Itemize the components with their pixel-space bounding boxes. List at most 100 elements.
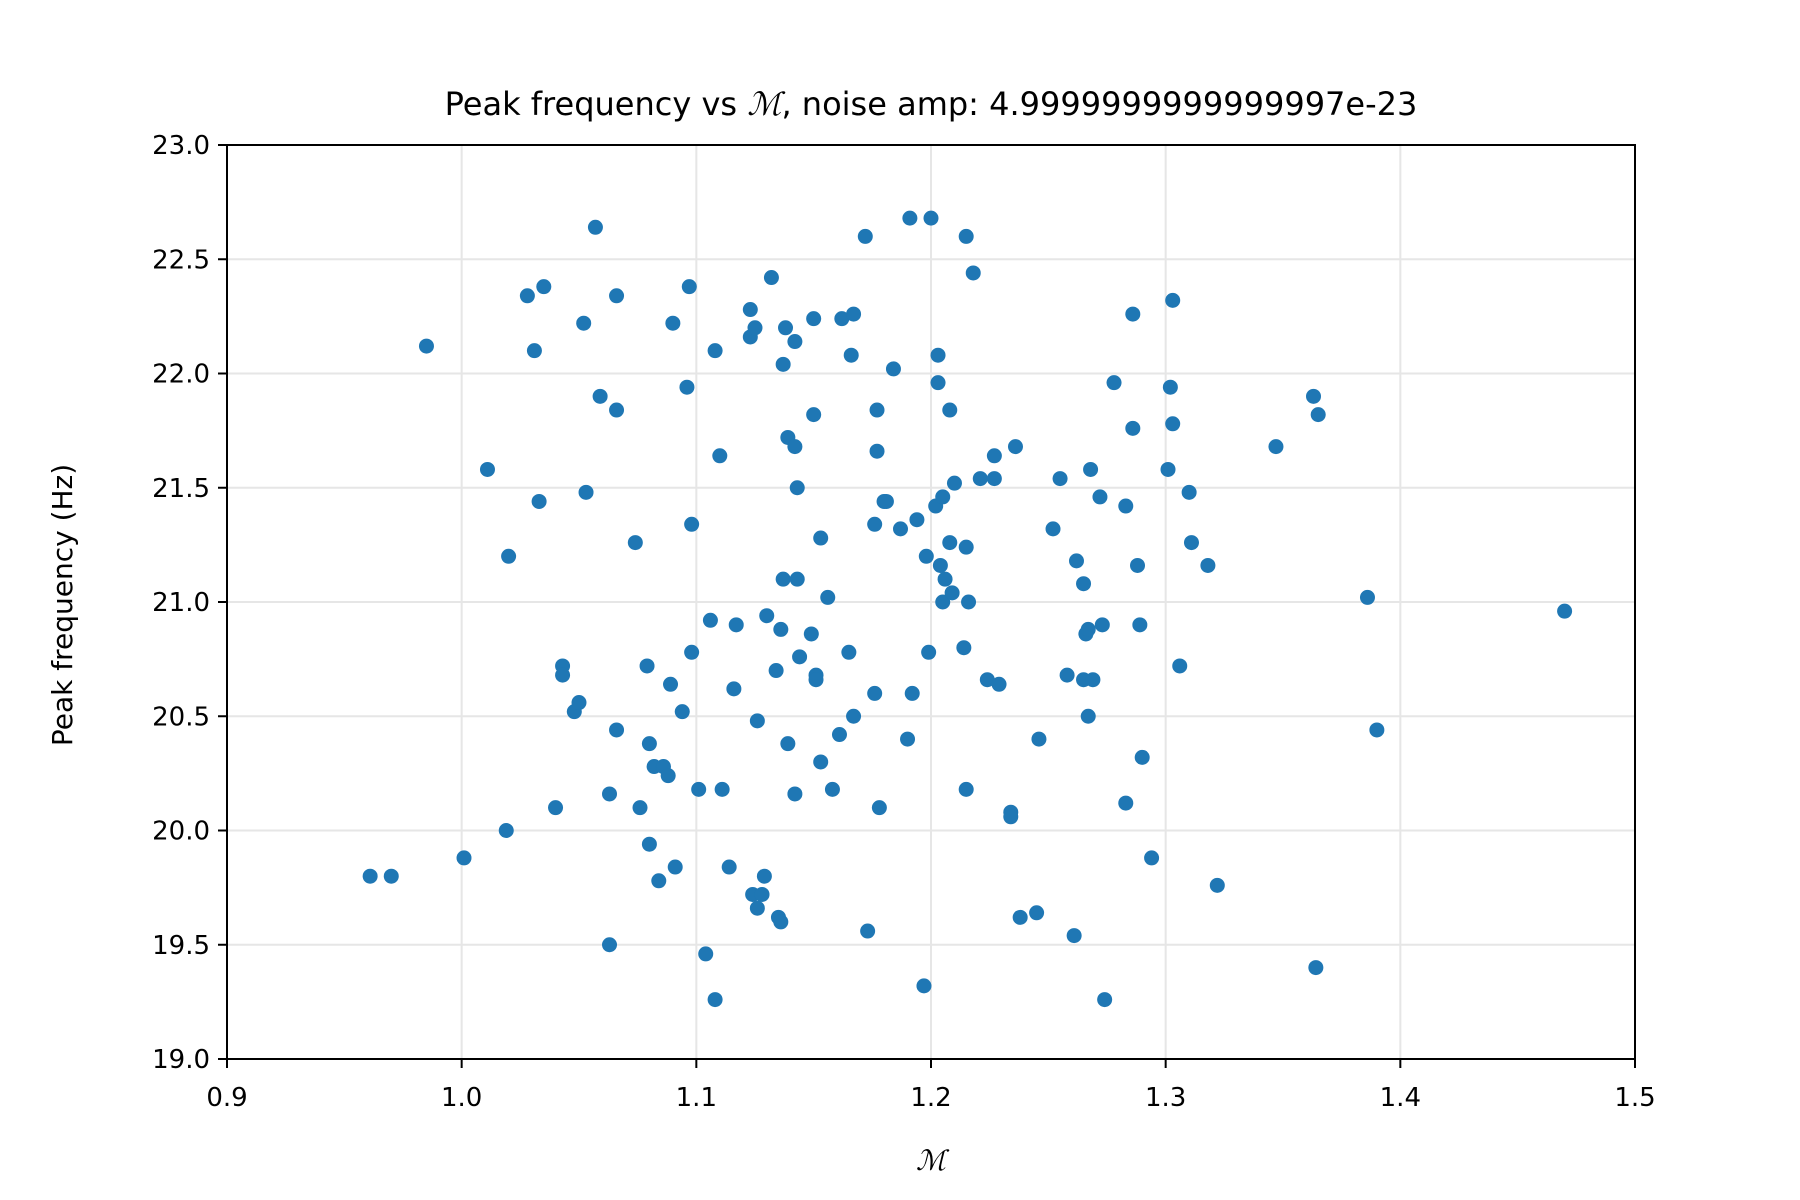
data-point	[1052, 471, 1068, 487]
x-axis-label: ℳ	[916, 1144, 950, 1177]
data-point	[498, 823, 514, 838]
data-point	[681, 279, 697, 295]
data-point	[754, 886, 770, 902]
data-point	[986, 448, 1002, 464]
data-point	[726, 681, 742, 697]
data-point	[1130, 557, 1146, 573]
data-point	[930, 375, 946, 391]
data-point	[787, 786, 803, 802]
chart-title-prefix: Peak frequency vs	[445, 85, 748, 123]
y-tick-label: 19.0	[152, 1045, 210, 1075]
data-point	[813, 530, 829, 546]
data-point	[892, 521, 908, 537]
x-tick-label: 1.4	[1380, 1083, 1421, 1113]
data-point	[1172, 658, 1188, 674]
data-point	[867, 516, 883, 532]
data-point	[1080, 708, 1096, 724]
data-point	[759, 608, 775, 624]
data-point	[1092, 489, 1108, 505]
data-point	[806, 311, 822, 327]
data-point	[806, 407, 822, 423]
data-point	[916, 978, 932, 994]
data-point	[1209, 877, 1225, 893]
data-point	[787, 334, 803, 350]
data-point	[1106, 375, 1122, 391]
data-point	[749, 900, 765, 916]
data-point	[956, 640, 972, 656]
data-point	[479, 461, 495, 477]
data-point	[536, 279, 552, 295]
data-point	[456, 850, 472, 866]
data-point	[1181, 484, 1197, 500]
data-point	[1308, 960, 1324, 976]
data-point	[501, 548, 517, 564]
data-point	[1029, 905, 1045, 921]
data-point	[1003, 809, 1019, 825]
data-point	[1369, 722, 1385, 738]
data-point	[728, 617, 744, 633]
data-point	[930, 347, 946, 363]
data-point	[702, 612, 718, 628]
data-point	[773, 914, 789, 930]
data-point	[773, 621, 789, 637]
data-point	[935, 594, 951, 610]
data-point	[824, 781, 840, 797]
data-point	[555, 667, 571, 683]
data-point	[1165, 292, 1181, 308]
data-point	[768, 663, 784, 679]
data-point	[571, 695, 587, 711]
data-point	[942, 535, 958, 551]
data-point	[1132, 617, 1148, 633]
data-point	[1076, 576, 1092, 592]
data-point	[707, 343, 723, 359]
x-tick-label: 1.0	[441, 1083, 482, 1113]
data-point	[820, 589, 836, 605]
data-point	[526, 343, 542, 359]
data-point	[958, 539, 974, 555]
data-point	[1268, 439, 1284, 455]
chart-title-symbol: ℳ	[747, 85, 786, 123]
data-point	[900, 731, 916, 747]
data-point	[871, 800, 887, 816]
data-point	[846, 306, 862, 322]
data-point	[965, 265, 981, 281]
y-tick-label: 20.0	[152, 817, 210, 847]
data-point	[1085, 672, 1101, 688]
chart-title-suffix: , noise amp: 4.9999999999999997e-23	[781, 85, 1417, 123]
x-tick-label: 1.2	[910, 1083, 951, 1113]
data-point	[1080, 621, 1096, 637]
data-point	[778, 320, 794, 336]
data-point	[707, 992, 723, 1008]
data-point	[1094, 617, 1110, 633]
data-point	[665, 315, 681, 331]
y-tick-label: 22.5	[152, 245, 210, 275]
data-point	[674, 704, 690, 720]
data-point	[602, 786, 618, 802]
data-point	[756, 868, 772, 884]
y-tick-label: 19.5	[152, 931, 210, 961]
data-point	[946, 475, 962, 491]
data-point	[641, 736, 657, 752]
data-point	[944, 585, 960, 601]
data-point	[684, 644, 700, 660]
y-tick-label: 22.0	[152, 360, 210, 390]
data-points	[362, 210, 1573, 1008]
data-point	[986, 471, 1002, 487]
data-point	[531, 493, 547, 509]
data-point	[1165, 416, 1181, 432]
data-point	[1306, 388, 1322, 404]
data-point	[775, 356, 791, 372]
data-point	[942, 402, 958, 418]
data-point	[1162, 379, 1178, 395]
chart-title: Peak frequency vs ℳ, noise amp: 4.999999…	[445, 85, 1418, 123]
data-point	[1066, 928, 1082, 944]
data-point	[609, 722, 625, 738]
x-tick-label: 1.5	[1614, 1083, 1655, 1113]
data-point	[576, 315, 592, 331]
data-point	[1134, 749, 1150, 765]
data-point	[808, 672, 824, 688]
data-point	[1144, 850, 1160, 866]
data-point	[1125, 306, 1141, 322]
data-point	[1160, 461, 1176, 477]
data-point	[418, 338, 434, 354]
